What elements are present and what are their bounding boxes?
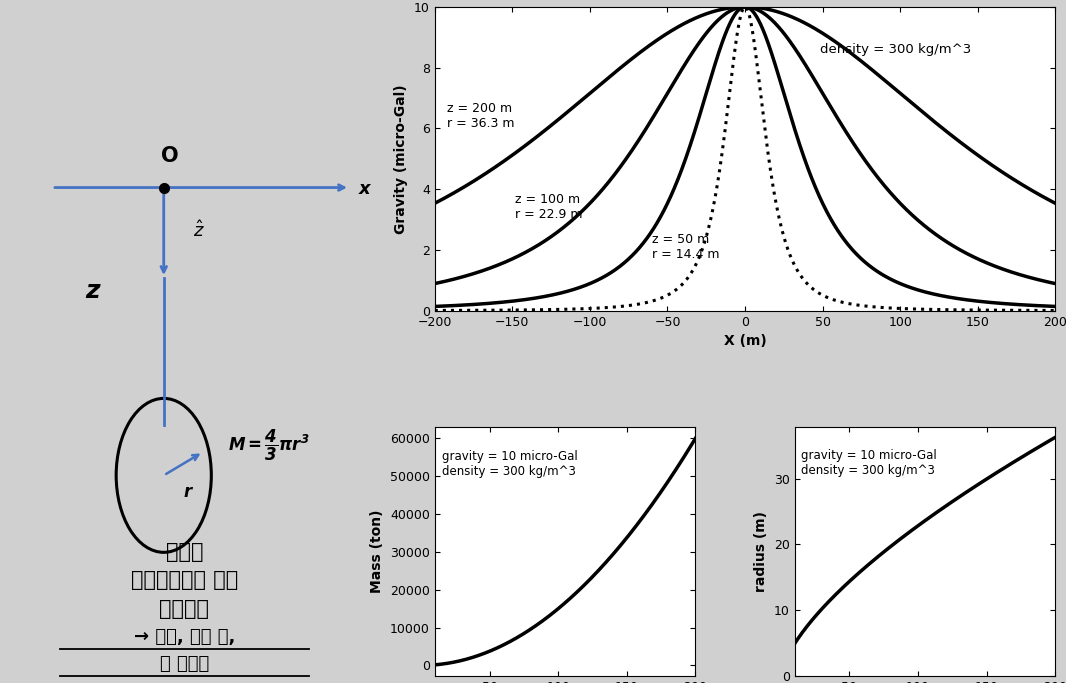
Text: density = 300 kg/m^3: density = 300 kg/m^3 (820, 43, 971, 56)
Text: $\bfit{z}$: $\bfit{z}$ (85, 279, 102, 303)
Text: z = 50 m
r = 14.4 m: z = 50 m r = 14.4 m (652, 233, 720, 261)
Text: z = 200 m
r = 36.3 m: z = 200 m r = 36.3 m (447, 102, 515, 130)
Text: 중력효과: 중력효과 (160, 598, 209, 619)
Y-axis label: Mass (ton): Mass (ton) (370, 510, 385, 594)
Text: 구영의: 구영의 (165, 542, 204, 562)
Text: gravity = 10 micro-Gal
density = 300 kg/m^3: gravity = 10 micro-Gal density = 300 kg/… (802, 449, 937, 477)
Text: 밀도이상체에 의안: 밀도이상체에 의안 (131, 570, 238, 591)
X-axis label: X (m): X (m) (724, 334, 766, 348)
Text: O: O (161, 146, 179, 166)
Text: 큰 밀도자: 큰 밀도자 (160, 655, 209, 673)
Text: → 선부, 졸은 폭,: → 선부, 졸은 폭, (133, 628, 236, 646)
Text: $\hat{z}$: $\hat{z}$ (193, 221, 205, 241)
Y-axis label: radius (m): radius (m) (755, 511, 769, 592)
Text: gravity = 10 micro-Gal
density = 300 kg/m^3: gravity = 10 micro-Gal density = 300 kg/… (441, 449, 578, 477)
Text: $\bfit{r}$: $\bfit{r}$ (183, 484, 194, 501)
Y-axis label: Gravity (micro-Gal): Gravity (micro-Gal) (394, 84, 408, 234)
Text: z = 100 m
r = 22.9 m: z = 100 m r = 22.9 m (516, 193, 583, 221)
Text: $\bfit{x}$: $\bfit{x}$ (358, 180, 373, 198)
Text: $\bfit{M} = \dfrac{4}{3}\pi r^3$: $\bfit{M} = \dfrac{4}{3}\pi r^3$ (228, 428, 309, 463)
